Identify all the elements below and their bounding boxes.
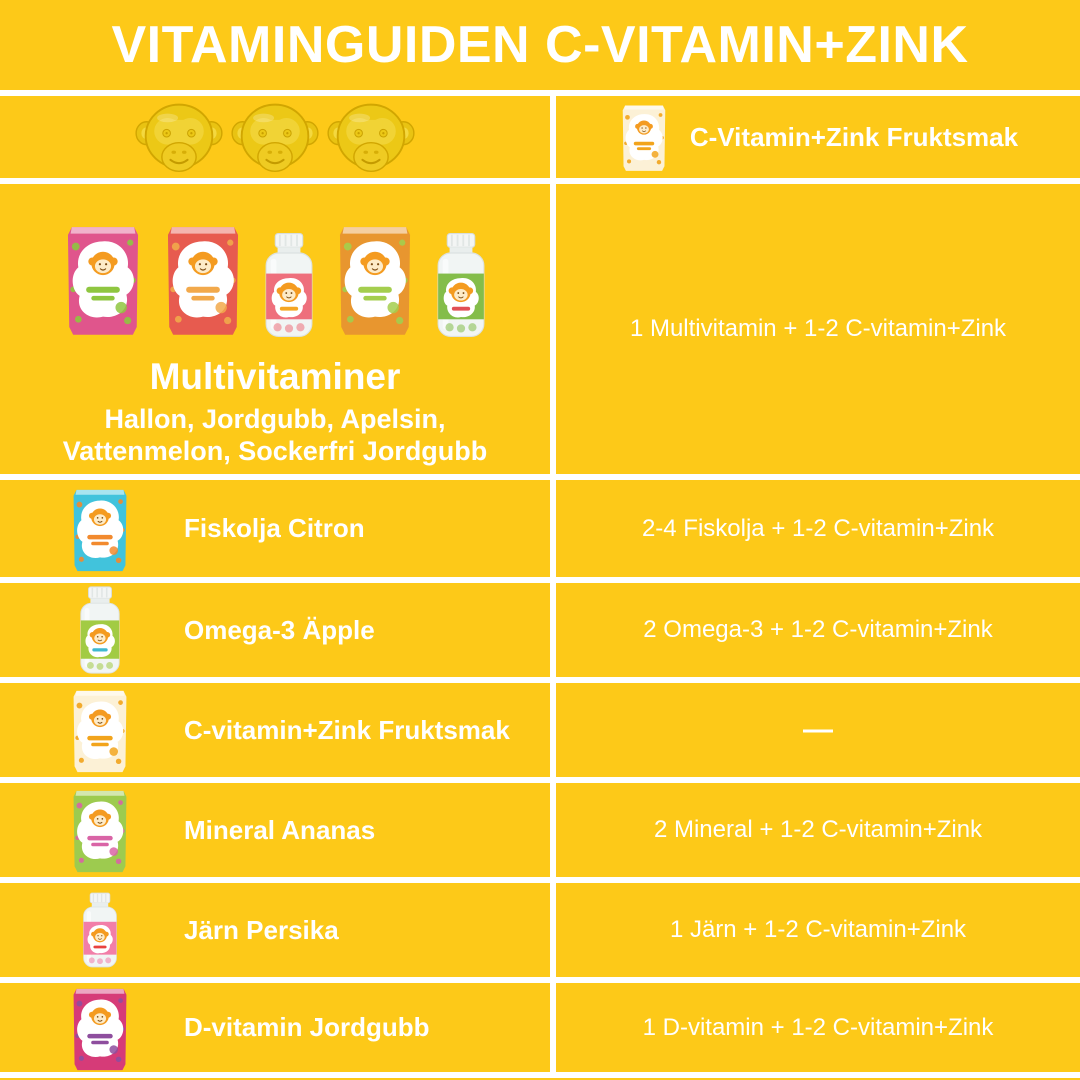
product-image-dvitamin-pouch	[73, 988, 127, 1070]
multivitamin-products-cell: Multivitaminer Hallon, Jordgubb, Apelsin…	[0, 184, 550, 474]
product-image-box	[56, 784, 144, 876]
product-image-multivitamin-pouch-2	[167, 227, 239, 335]
dosage-text: 1 D-vitamin + 1-2 C-vitamin+Zink	[642, 1013, 994, 1041]
page-title: VITAMINGUIDEN C-VITAMIN+ZINK	[111, 16, 969, 74]
monkey-gummy-icon	[327, 103, 415, 172]
product-image-box	[56, 887, 144, 973]
product-image-multivitamin-pouch-3	[339, 227, 411, 335]
product-name: Omega-3 Äpple	[184, 614, 375, 645]
monkey-gummy-icon	[135, 103, 223, 172]
dosage-text: 2 Mineral + 1-2 C-vitamin+Zink	[653, 816, 983, 843]
product-image-fiskolja-pouch	[73, 489, 127, 571]
multivitamin-dose-cell: 1 Multivitamin + 1-2 C-vitamin+Zink	[556, 184, 1080, 474]
product-name: D-vitamin Jordgubb	[184, 1012, 430, 1042]
row-divider	[0, 977, 1080, 983]
product-image-jarn-bottle	[83, 892, 117, 968]
monkey-gummy-icon	[231, 103, 319, 172]
product-name: Fiskolja Citron	[184, 513, 365, 543]
product-cell: C-vitamin+Zink Fruktsmak	[0, 683, 550, 777]
product-image-mineral-pouch	[73, 790, 127, 873]
row-divider	[0, 777, 1080, 783]
product-image-multivitamin-bottle-1	[265, 233, 313, 337]
product-image-box	[56, 684, 144, 776]
column-divider	[550, 96, 556, 178]
dosage-text: 2-4 Fiskolja + 1-2 C-vitamin+Zink	[641, 514, 995, 542]
product-cell: Mineral Ananas	[0, 783, 550, 877]
dose-cell: —	[556, 683, 1080, 777]
column-divider	[550, 883, 556, 977]
flavors-line-2: Vattenmelon, Sockerfri Jordgubb	[62, 436, 488, 467]
dosage-text: 1 Multivitamin + 1-2 C-vitamin+Zink	[629, 315, 1007, 342]
dosage-text: 2 Omega-3 + 1-2 C-vitamin+Zink	[643, 616, 993, 643]
product-row-dvitamin: D-vitamin Jordgubb 1 D-vitamin + 1-2 C-v…	[0, 983, 1080, 1072]
dose-cell: 2 Omega-3 + 1-2 C-vitamin+Zink	[556, 583, 1080, 677]
column-divider	[550, 683, 556, 777]
dosage-text: 1 Järn + 1-2 C-vitamin+Zink	[669, 916, 967, 943]
dosage-text: —	[803, 713, 833, 746]
product-row-fiskolja: Fiskolja Citron 2-4 Fiskolja + 1-2 C-vit…	[0, 480, 1080, 577]
row-divider	[0, 474, 1080, 480]
product-row-jarn: Järn Persika 1 Järn + 1-2 C-vitamin+Zink	[0, 883, 1080, 977]
product-image-multivitamin-pouch-1	[67, 227, 139, 335]
dose-cell: 2-4 Fiskolja + 1-2 C-vitamin+Zink	[556, 480, 1080, 577]
column-divider	[550, 184, 556, 474]
row-divider	[0, 577, 1080, 583]
column-divider	[550, 583, 556, 677]
column-divider	[550, 783, 556, 877]
product-cell: Fiskolja Citron	[0, 480, 550, 577]
row-divider	[0, 178, 1080, 184]
product-image-cvitamin-zink-pouch	[73, 690, 127, 773]
dose-cell: 1 D-vitamin + 1-2 C-vitamin+Zink	[556, 983, 1080, 1072]
product-image-omega3-bottle	[80, 586, 120, 674]
product-name: Järn Persika	[184, 914, 339, 945]
poster-header: VITAMINGUIDEN C-VITAMIN+ZINK	[0, 0, 1080, 90]
product-cell: Järn Persika	[0, 883, 550, 977]
dose-cell: 2 Mineral + 1-2 C-vitamin+Zink	[556, 783, 1080, 877]
multivitamin-flavors: Hallon, Jordgubb, Apelsin, Vattenmelon, …	[63, 403, 488, 469]
product-image-multivitamin-bottle-2	[437, 233, 485, 337]
multivitamin-product-lineup	[57, 214, 493, 340]
intro-product-cell: C-Vitamin+Zink Fruktsmak	[556, 96, 1080, 178]
row-divider	[0, 1072, 1080, 1078]
intro-row: C-Vitamin+Zink Fruktsmak	[0, 96, 1080, 178]
multivitamin-title: Multivitaminer	[149, 356, 401, 397]
product-cell: D-vitamin Jordgubb	[0, 983, 550, 1072]
product-image-box	[56, 982, 144, 1074]
product-image-box	[56, 584, 144, 676]
gummy-monkeys	[0, 96, 550, 178]
row-divider	[0, 677, 1080, 683]
flavors-line-1: Hallon, Jordgubb, Apelsin,	[104, 403, 446, 434]
multivitamin-row: Multivitaminer Hallon, Jordgubb, Apelsin…	[0, 184, 1080, 474]
product-cell: Omega-3 Äpple	[0, 583, 550, 677]
product-row-cvitamin-zink: C-vitamin+Zink Fruktsmak —	[0, 683, 1080, 777]
intro-product-label: C-Vitamin+Zink Fruktsmak	[689, 121, 1019, 152]
product-row-mineral: Mineral Ananas 2 Mineral + 1-2 C-vitamin…	[0, 783, 1080, 877]
column-divider	[550, 983, 556, 1072]
column-divider	[550, 480, 556, 577]
dose-cell: 1 Järn + 1-2 C-vitamin+Zink	[556, 883, 1080, 977]
row-divider	[0, 877, 1080, 883]
product-row-omega3: Omega-3 Äpple 2 Omega-3 + 1-2 C-vitamin+…	[0, 583, 1080, 677]
product-image-box	[56, 483, 144, 575]
row-divider	[0, 90, 1080, 96]
product-name: Mineral Ananas	[184, 814, 376, 845]
product-image-cvitamin-zink-pouch	[622, 105, 666, 171]
intro-gummies-cell	[0, 96, 550, 178]
product-name: C-vitamin+Zink Fruktsmak	[184, 714, 510, 745]
